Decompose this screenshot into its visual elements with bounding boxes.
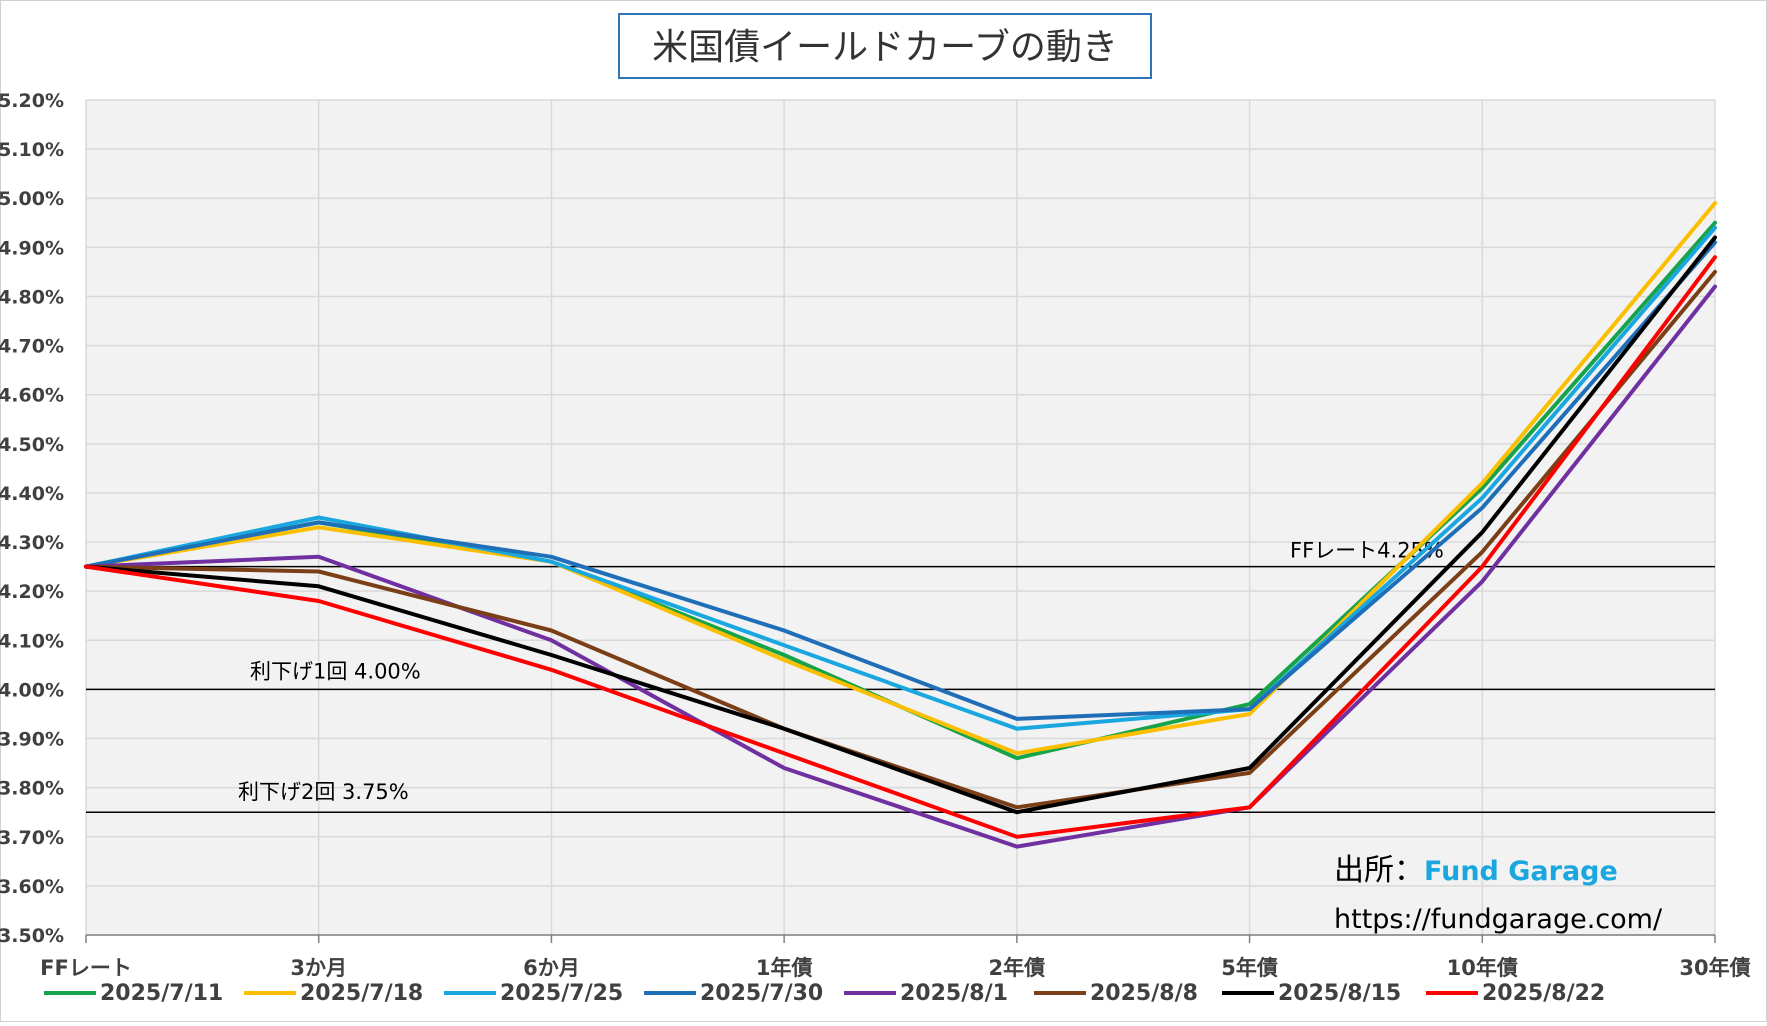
legend-label: 2025/8/15 bbox=[1278, 981, 1401, 1006]
legend-label: 2025/8/1 bbox=[900, 981, 1008, 1006]
legend-label: 2025/7/18 bbox=[300, 981, 423, 1006]
series-line bbox=[84, 240, 1717, 721]
y-tick-label: 3.90% bbox=[0, 729, 64, 751]
y-tick-label: 3.50% bbox=[0, 925, 64, 947]
x-tick-label: 3か月 bbox=[290, 956, 347, 980]
y-tick-label: 4.60% bbox=[0, 385, 64, 407]
reference-line-label: 利下げ2回 3.75% bbox=[238, 780, 409, 804]
y-tick-label: 4.70% bbox=[0, 336, 64, 358]
source-block: 出所：Fund Garage https://fundgarage.com/ bbox=[1334, 853, 1663, 935]
legend-label: 2025/7/11 bbox=[100, 981, 223, 1006]
y-tick-label: 5.00% bbox=[0, 188, 64, 210]
series-line bbox=[84, 201, 1717, 756]
reference-lines: FFレート4.25%利下げ1回 4.00%利下げ2回 3.75% bbox=[86, 539, 1715, 813]
source-label: 出所：Fund Garage bbox=[1334, 853, 1618, 888]
y-tick-label: 4.40% bbox=[0, 483, 64, 505]
y-tick-label: 3.80% bbox=[0, 778, 64, 800]
y-tick-label: 4.50% bbox=[0, 434, 64, 456]
source-url[interactable]: https://fundgarage.com/ bbox=[1334, 904, 1663, 935]
legend-label: 2025/7/25 bbox=[500, 981, 623, 1006]
x-tick-label: 10年債 bbox=[1447, 956, 1518, 980]
y-tick-label: 4.80% bbox=[0, 286, 64, 308]
series-line bbox=[84, 269, 1717, 810]
series-line bbox=[84, 235, 1717, 815]
axes: 3.50% 3.60% 3.70% 3.80% 3.90% 4.00% 4.10% 4.20%… bbox=[0, 90, 1751, 980]
y-tick-label: 5.20% bbox=[0, 90, 64, 112]
legend-label: 2025/8/22 bbox=[1482, 981, 1605, 1006]
y-tick-label: 4.10% bbox=[0, 630, 64, 652]
chart-title-text: 米国債イールドカーブの動き bbox=[652, 27, 1118, 68]
legend: 2025/7/11 2025/7/18 2025/7/25 2025/7/30 2025… bbox=[44, 981, 1605, 1006]
y-tick-label: 4.00% bbox=[0, 679, 64, 701]
reference-line-label: 利下げ1回 4.00% bbox=[250, 659, 421, 683]
legend-label: 2025/8/8 bbox=[1090, 981, 1198, 1006]
x-tick-label: 5年債 bbox=[1221, 956, 1278, 980]
y-tick-label: 3.60% bbox=[0, 876, 64, 898]
x-tick-label: FFレート bbox=[40, 956, 132, 980]
chart-title: 米国債イールドカーブの動き bbox=[618, 13, 1152, 79]
x-tick-label: 1年債 bbox=[756, 956, 813, 980]
title-box bbox=[618, 13, 1152, 79]
y-tick-label: 5.10% bbox=[0, 139, 64, 161]
x-tick-label: 2年債 bbox=[989, 956, 1046, 980]
y-tick-label: 4.20% bbox=[0, 581, 64, 603]
series-line bbox=[84, 284, 1717, 849]
y-tick-label: 4.30% bbox=[0, 532, 64, 554]
series-line bbox=[84, 255, 1717, 839]
y-tick-label: 3.70% bbox=[0, 827, 64, 849]
y-tick-label: 4.90% bbox=[0, 237, 64, 259]
legend-label: 2025/7/30 bbox=[700, 981, 823, 1006]
source-prefix: 出所： bbox=[1334, 853, 1424, 888]
series-line bbox=[84, 225, 1717, 731]
x-tick-label: 30年債 bbox=[1679, 956, 1750, 980]
x-tick-label: 6か月 bbox=[523, 956, 580, 980]
source-name: Fund Garage bbox=[1424, 856, 1618, 887]
series-lines bbox=[84, 201, 1717, 849]
